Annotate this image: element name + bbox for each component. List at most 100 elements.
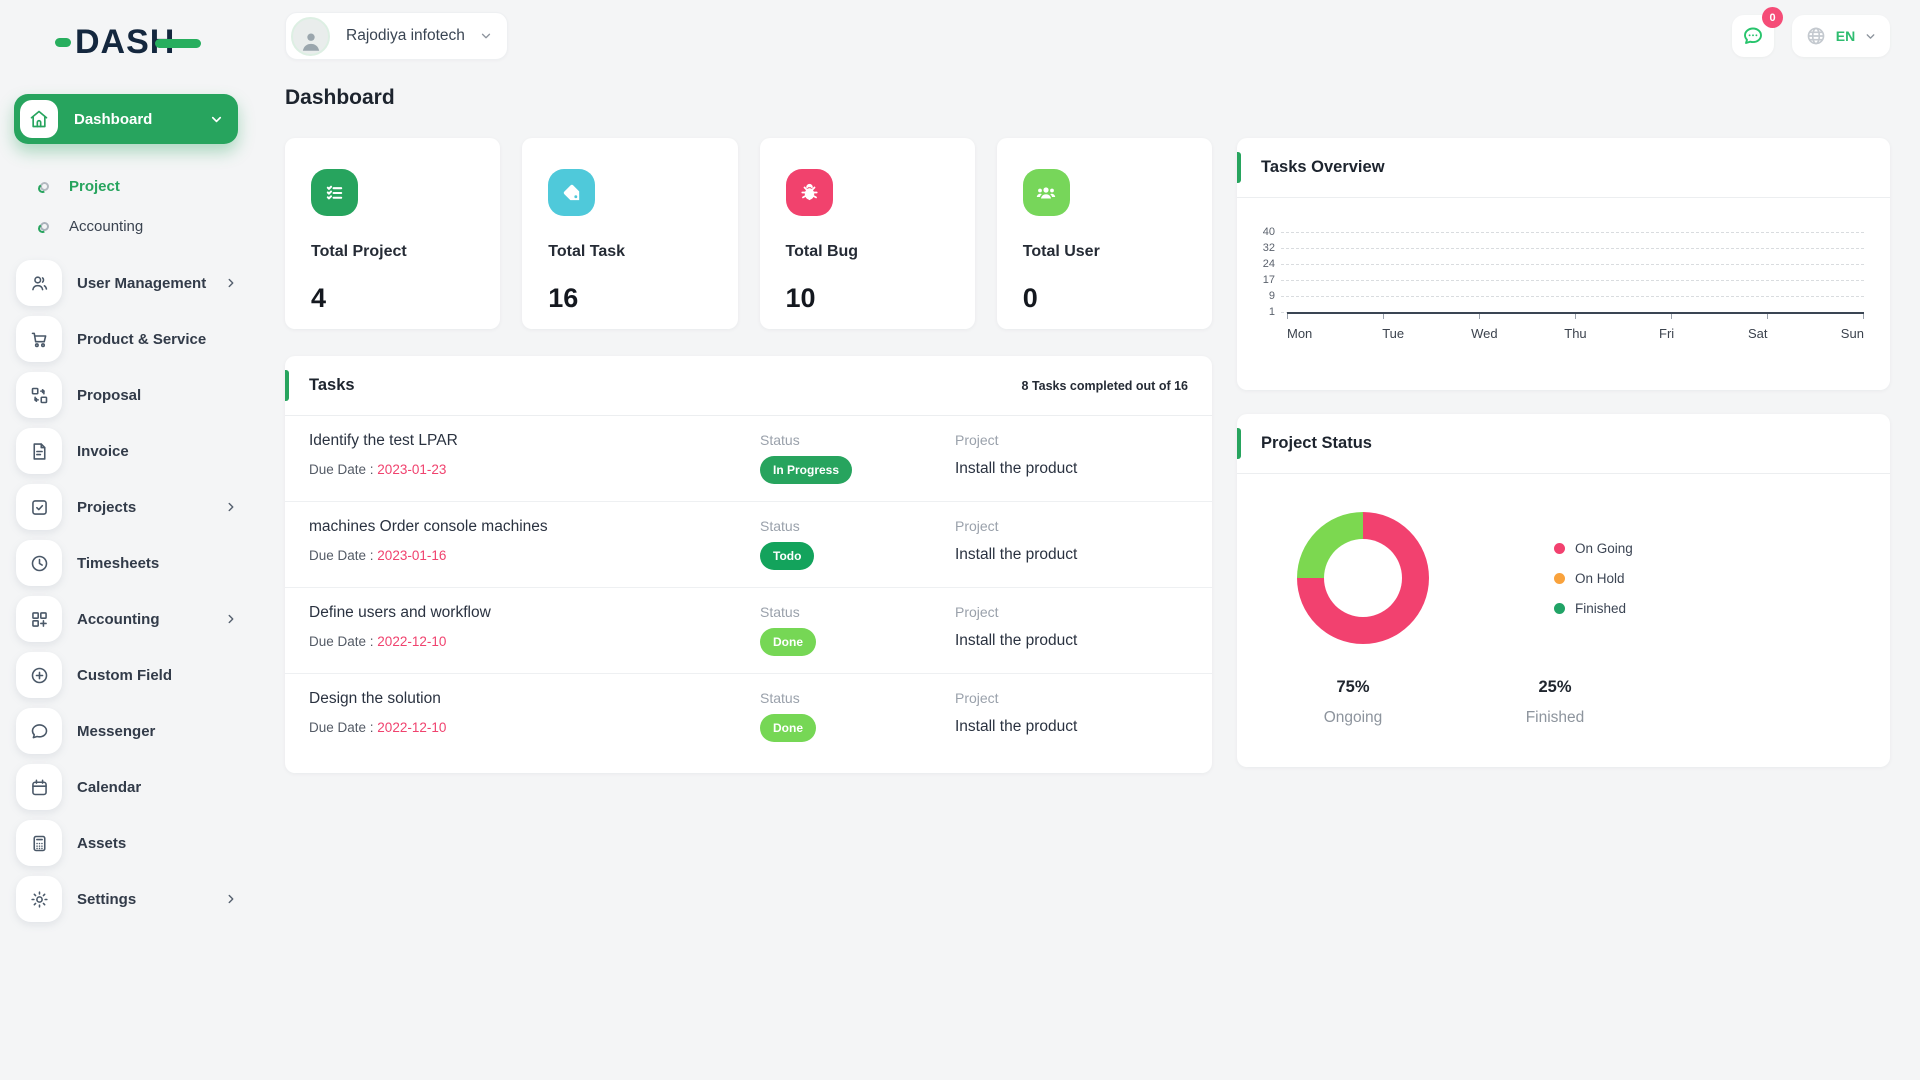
legend-dot (1554, 602, 1565, 614)
sidebar-item-invoice[interactable]: Invoice (0, 428, 262, 474)
status-badge: Todo (760, 542, 815, 570)
callout-finished: 25% Finished (1525, 678, 1585, 726)
stat-label: Total Task (548, 243, 626, 260)
stat-value: 0 (1022, 283, 1038, 313)
page-title: Dashboard (285, 86, 395, 109)
chevron-right-icon (224, 612, 238, 626)
task-row: Identify the test LPAR Due Date : 2023-0… (285, 416, 1212, 502)
project-column-label: Project (955, 518, 999, 534)
sidebar-menu: User Management Product & Service Propos… (0, 260, 262, 922)
stat-card-total-bug: Total Bug 10 (759, 138, 975, 329)
subitem-label: Project (69, 177, 120, 195)
sidebar-item-label: Accounting (77, 610, 160, 628)
proposal-icon (16, 372, 62, 418)
status-badge: In Progress (760, 456, 853, 484)
chevron-down-icon (209, 112, 224, 127)
status-column-label: Status (760, 690, 800, 706)
grid-plus-icon (16, 596, 62, 642)
clock-icon (16, 540, 62, 586)
sidebar-item-user-management[interactable]: User Management (0, 260, 262, 306)
home-icon (20, 100, 58, 138)
stat-value: 10 (785, 283, 816, 313)
sidebar-item-settings[interactable]: Settings (0, 876, 262, 922)
project-column-label: Project (955, 690, 999, 706)
y-tick: 40 (1262, 226, 1275, 238)
task-due-date: Due Date : 2023-01-16 (309, 548, 447, 563)
task-name: Design the solution (309, 690, 441, 707)
sidebar-item-messenger[interactable]: Messenger (0, 708, 262, 754)
sidebar-item-label: Calendar (77, 778, 142, 796)
task-name: machines Order console machines (309, 518, 548, 535)
task-row: Define users and workflow Due Date : 202… (285, 588, 1212, 674)
company-selector[interactable]: Rajodiya infotech (285, 12, 508, 60)
sidebar-subitem-accounting[interactable]: Accounting (0, 206, 262, 246)
sidebar-item-label: Settings (77, 890, 137, 908)
sidebar-item-assets[interactable]: Assets (0, 820, 262, 866)
chevron-right-icon (224, 500, 238, 514)
users-icon (16, 260, 62, 306)
sidebar-item-proposal[interactable]: Proposal (0, 372, 262, 418)
main-content: Rajodiya infotech 0 EN Dashboard (262, 0, 1920, 1080)
tasks-overview-chart: 40 32 24 17 9 1 Mon Tue Wed Thu Fri Sat Sun (1237, 198, 1890, 341)
calculator-icon (16, 820, 62, 866)
sidebar-item-accounting[interactable]: Accounting (0, 596, 262, 642)
task-row: machines Order console machines Due Date… (285, 502, 1212, 588)
sidebar-item-label: Product & Service (77, 330, 207, 348)
status-badge: Done (760, 628, 816, 656)
status-badge: Done (760, 714, 816, 742)
stat-card-total-project: Total Project 4 (285, 138, 501, 329)
bug-icon (785, 169, 833, 216)
donut-legend: On Going On Hold Finished (1554, 541, 1633, 616)
x-axis (1287, 312, 1864, 314)
bullet-icon (40, 181, 49, 191)
logo-bar-icon (155, 38, 202, 48)
sidebar-item-product-service[interactable]: Product & Service (0, 316, 262, 362)
status-column-label: Status (760, 604, 800, 620)
status-column-label: Status (760, 432, 800, 448)
y-tick: 17 (1262, 274, 1275, 286)
globe-icon (1805, 25, 1827, 47)
y-tick: 32 (1262, 242, 1275, 254)
task-due-date: Due Date : 2022-12-10 (309, 634, 447, 649)
sidebar-item-label: Dashboard (74, 110, 153, 128)
language-selector[interactable]: EN (1792, 15, 1890, 57)
avatar (291, 16, 330, 56)
sidebar-item-dashboard[interactable]: Dashboard (14, 94, 238, 144)
sidebar-item-timesheets[interactable]: Timesheets (0, 540, 262, 586)
project-column-label: Project (955, 604, 999, 620)
chat-dots-icon (1744, 27, 1762, 44)
donut-callouts: 75% Ongoing 25% Finished (1237, 678, 1890, 727)
sidebar-subitem-project[interactable]: Project (0, 166, 262, 206)
stat-label: Total Bug (785, 243, 859, 260)
sidebar: DASH Dashboard Project Accounting User M… (0, 0, 262, 1080)
x-axis-ticks (1287, 314, 1864, 319)
sidebar-item-label: Projects (77, 498, 137, 516)
legend-dot (1554, 542, 1565, 554)
sidebar-item-calendar[interactable]: Calendar (0, 764, 262, 810)
tasks-card: Tasks 8 Tasks completed out of 16 Identi… (285, 356, 1212, 773)
tasks-overview-title: Tasks Overview (1261, 158, 1385, 176)
language-code: EN (1835, 28, 1856, 44)
tasks-title: Tasks (309, 376, 355, 394)
sidebar-item-projects[interactable]: Projects (0, 484, 262, 530)
sidebar-item-label: Messenger (77, 722, 156, 740)
logo-dash-icon (55, 37, 71, 47)
y-tick: 1 (1268, 306, 1275, 318)
messages-button[interactable]: 0 (1732, 7, 1783, 57)
stat-label: Total User (1022, 243, 1100, 260)
sidebar-item-label: User Management (77, 274, 207, 292)
brand-logo[interactable]: DASH (55, 18, 262, 66)
chevron-down-icon (479, 29, 493, 43)
plus-circle-icon (16, 652, 62, 698)
tasks-overview-card: Tasks Overview 40 32 24 17 9 1 Mon Tue Wed… (1237, 138, 1890, 390)
callout-ongoing: 75% Ongoing (1323, 678, 1383, 726)
tasks-summary: 8 Tasks completed out of 16 (1021, 378, 1188, 393)
notification-badge: 0 (1762, 7, 1783, 28)
sidebar-item-custom-field[interactable]: Custom Field (0, 652, 262, 698)
task-project: Install the product (955, 718, 1078, 735)
company-name: Rajodiya infotech (346, 27, 465, 44)
x-axis-labels: Mon Tue Wed Thu Fri Sat Sun (1287, 326, 1864, 341)
stat-card-total-task: Total Task 16 (522, 138, 738, 329)
checklist-icon (311, 169, 358, 216)
sidebar-item-label: Assets (77, 834, 127, 852)
